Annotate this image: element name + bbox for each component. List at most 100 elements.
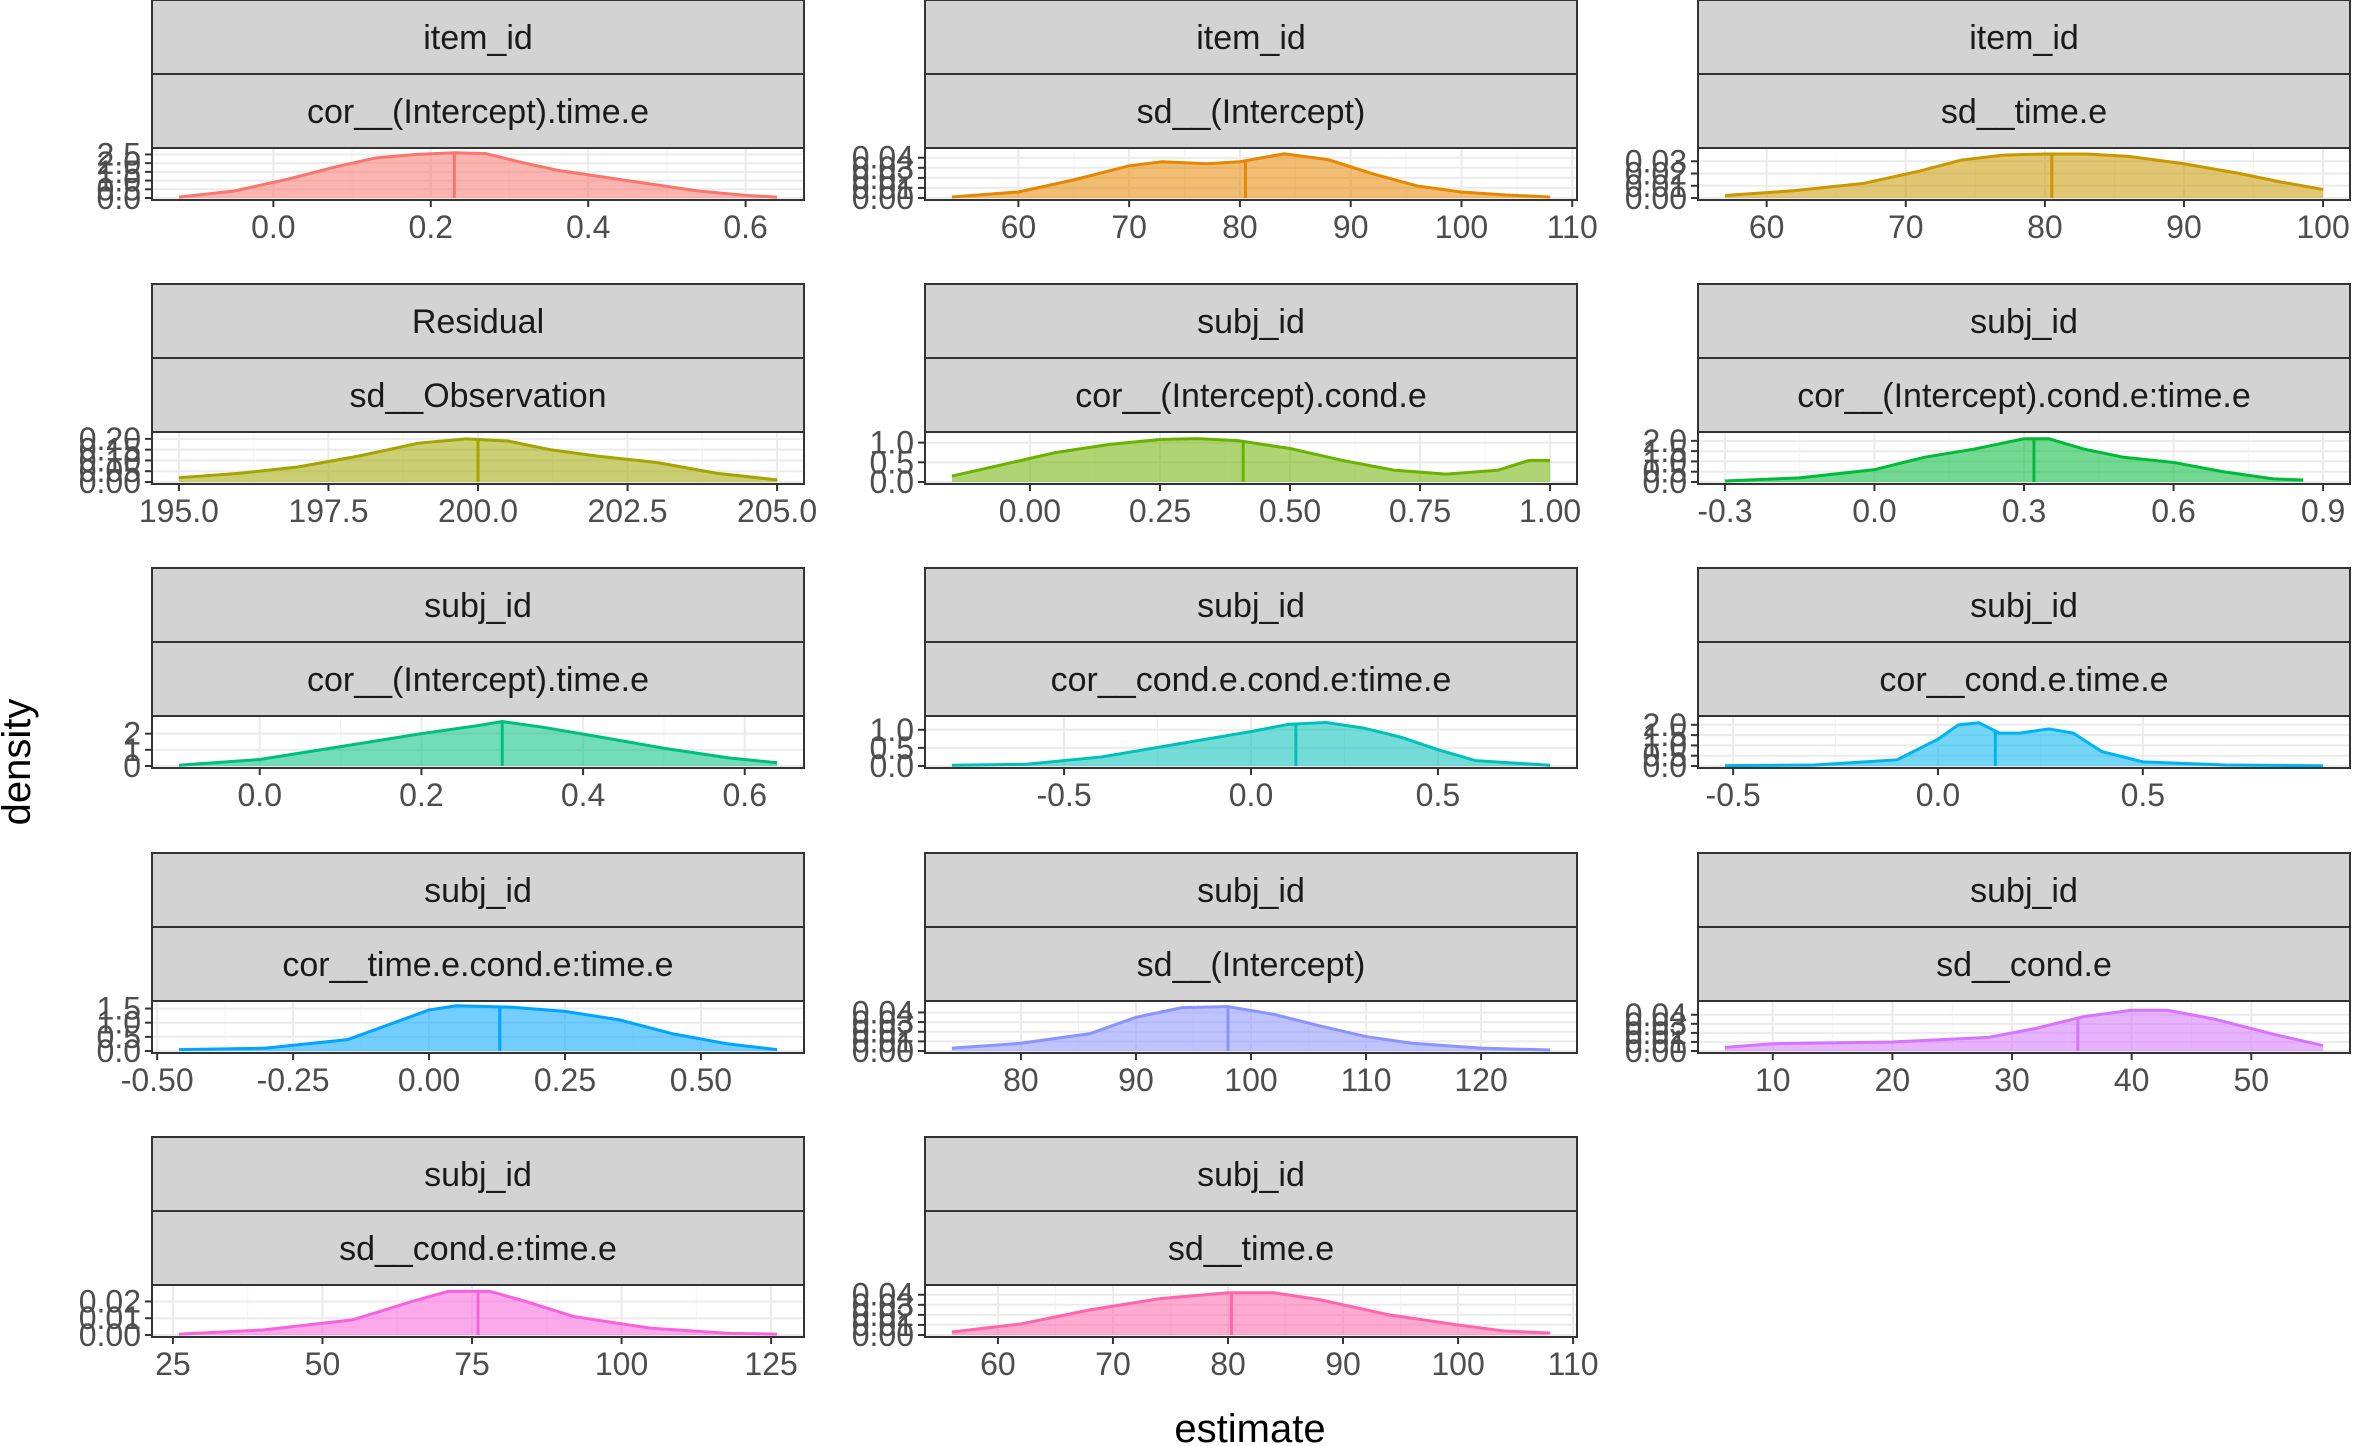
facet-strip-group-label: subj_id <box>424 587 532 625</box>
facet-strip-group <box>1697 567 2351 643</box>
y-tick-label: 0.0 <box>97 1033 141 1069</box>
x-tick-label: 110 <box>1548 1346 1599 1382</box>
density-area <box>951 1006 1551 1051</box>
y-tick-label: 0.00 <box>1625 1033 1687 1069</box>
y-tick-label: 0 <box>123 748 141 784</box>
x-tick-label: 0.6 <box>2151 493 2195 529</box>
y-tick-label: 1.0 <box>870 425 914 461</box>
facet-panel: subj_id cor__time.e.cond.e:time.e -0.50 -0.… <box>97 852 805 1098</box>
y-tick-label: 0.02 <box>852 160 914 196</box>
x-tick-label: 202.5 <box>588 493 668 529</box>
density-line <box>951 152 1551 199</box>
facet-panel: subj_id sd__(Intercept) 80 90 100 110 120 0.000… <box>852 852 1578 1098</box>
x-tick-label: 30 <box>1994 1062 2030 1098</box>
facet-strip-group <box>924 1136 1578 1212</box>
y-tick-label: 0.00 <box>1625 180 1687 216</box>
x-tick-label: 200.0 <box>438 493 518 529</box>
y-tick-label: 0.0 <box>870 464 914 500</box>
facet-strip-group <box>1697 852 2351 928</box>
facet-strip-group-label: subj_id <box>424 1156 532 1194</box>
x-tick-label: 0.5 <box>2121 777 2165 813</box>
facet-strip-group-label: subj_id <box>424 872 532 910</box>
x-tick-label: 0.00 <box>999 493 1061 529</box>
x-tick-label: -0.3 <box>1697 493 1752 529</box>
x-tick-label: 20 <box>1875 1062 1911 1098</box>
facet-strip-term-label: sd__time.e <box>1941 93 2107 131</box>
y-tick-label: 0.5 <box>870 444 914 480</box>
x-tick-label: 50 <box>2234 1062 2270 1098</box>
y-tick-label: 0.01 <box>1625 1024 1687 1060</box>
facet-panel: subj_id cor__(Intercept).cond.e:time.e -0.… <box>1643 283 2351 529</box>
facet-strip-term-label: cor__(Intercept).cond.e:time.e <box>1797 377 2251 415</box>
density-line <box>178 437 778 482</box>
facet-panel: subj_id sd__cond.e 10 20 30 40 50 0.000.010.020… <box>1625 852 2351 1098</box>
y-tick-label: 0.00 <box>852 1317 914 1353</box>
facet-strip-term-label: sd__cond.e:time.e <box>339 1230 617 1268</box>
facet-strip-group-label: subj_id <box>1970 303 2078 341</box>
facet-strip-term <box>1697 926 2351 1002</box>
facet-strip-group-label: item_id <box>1196 19 1306 57</box>
x-tick-label: 70 <box>1111 209 1147 245</box>
facet-panel: subj_id sd__time.e 60 70 80 90 100 110 0.000.010… <box>852 1136 1599 1382</box>
x-tick-label: 0.0 <box>1229 777 1273 813</box>
y-tick-label: 0.04 <box>852 994 914 1030</box>
y-tick-label: 0.03 <box>1625 143 1687 179</box>
x-tick-label: 100 <box>1224 1062 1277 1098</box>
x-tick-label: 90 <box>1325 1346 1361 1382</box>
facet-strip-group <box>151 0 805 75</box>
y-tick-label: 0.02 <box>852 1014 914 1050</box>
x-tick-label: 80 <box>1222 209 1258 245</box>
x-tick-label: 100 <box>2296 209 2349 245</box>
y-tick-label: 0.0 <box>1643 748 1687 784</box>
facet-strip-term <box>924 357 1578 433</box>
y-tick-label: 0.5 <box>1643 738 1687 774</box>
y-tick-label: 0.05 <box>79 453 141 489</box>
x-tick-label: 100 <box>595 1346 648 1382</box>
x-tick-label: -0.25 <box>257 1062 330 1098</box>
facet-strip-group-label: subj_id <box>1197 872 1305 910</box>
y-tick-label: 1.5 <box>97 991 141 1027</box>
density-area <box>178 721 778 766</box>
y-tick-label: 0.04 <box>1625 997 1687 1033</box>
x-tick-label: 90 <box>2166 209 2202 245</box>
facet-strip-group <box>151 283 805 359</box>
facet-strip-group-label: subj_id <box>1197 587 1305 625</box>
x-tick-label: 10 <box>1755 1062 1791 1098</box>
x-tick-label: -0.5 <box>1706 777 1761 813</box>
x-tick-label: 60 <box>1749 209 1785 245</box>
y-tick-label: 0.00 <box>852 1033 914 1069</box>
x-tick-label: -0.5 <box>1037 777 1092 813</box>
x-tick-label: 0.50 <box>1259 493 1321 529</box>
y-tick-label: 0.01 <box>852 170 914 206</box>
x-tick-label: 120 <box>1454 1062 1507 1098</box>
y-tick-label: 0.0 <box>1643 464 1687 500</box>
density-area <box>951 722 1551 766</box>
density-area <box>1724 153 2324 198</box>
facet-strip-group <box>1697 283 2351 359</box>
facet-panel: Residual sd__Observation 195.0 197.5 200.0 20… <box>79 283 817 529</box>
density-area <box>1724 722 2324 766</box>
x-tick-label: 50 <box>305 1346 341 1382</box>
x-tick-label: 0.00 <box>398 1062 460 1098</box>
y-tick-label: 0.03 <box>852 150 914 186</box>
x-tick-label: 0.0 <box>251 209 295 245</box>
x-tick-label: 0.6 <box>723 777 767 813</box>
x-tick-label: 25 <box>155 1346 191 1382</box>
facet-panel: subj_id cor__(Intercept).time.e 0.0 0.2 0.4 0… <box>123 567 805 813</box>
x-tick-label: 70 <box>1095 1346 1131 1382</box>
x-tick-label: 0.6 <box>723 209 767 245</box>
x-tick-label: 100 <box>1435 209 1488 245</box>
facet-strip-group-label: subj_id <box>1197 303 1305 341</box>
y-tick-label: 0.02 <box>1625 1015 1687 1051</box>
x-tick-label: 60 <box>1001 209 1037 245</box>
y-tick-label: 1.0 <box>97 163 141 199</box>
y-tick-label: 1.0 <box>870 712 914 748</box>
density-line <box>951 1291 1551 1335</box>
y-tick-label: 1 <box>123 732 141 768</box>
facet-strip-term-label: cor__cond.e.time.e <box>1879 661 2168 699</box>
facet-strip-term-label: sd__cond.e <box>1936 946 2112 984</box>
x-tick-label: 80 <box>1003 1062 1039 1098</box>
x-tick-label: 40 <box>2114 1062 2150 1098</box>
y-tick-label: 2.5 <box>97 136 141 172</box>
y-tick-label: 0.15 <box>79 432 141 468</box>
